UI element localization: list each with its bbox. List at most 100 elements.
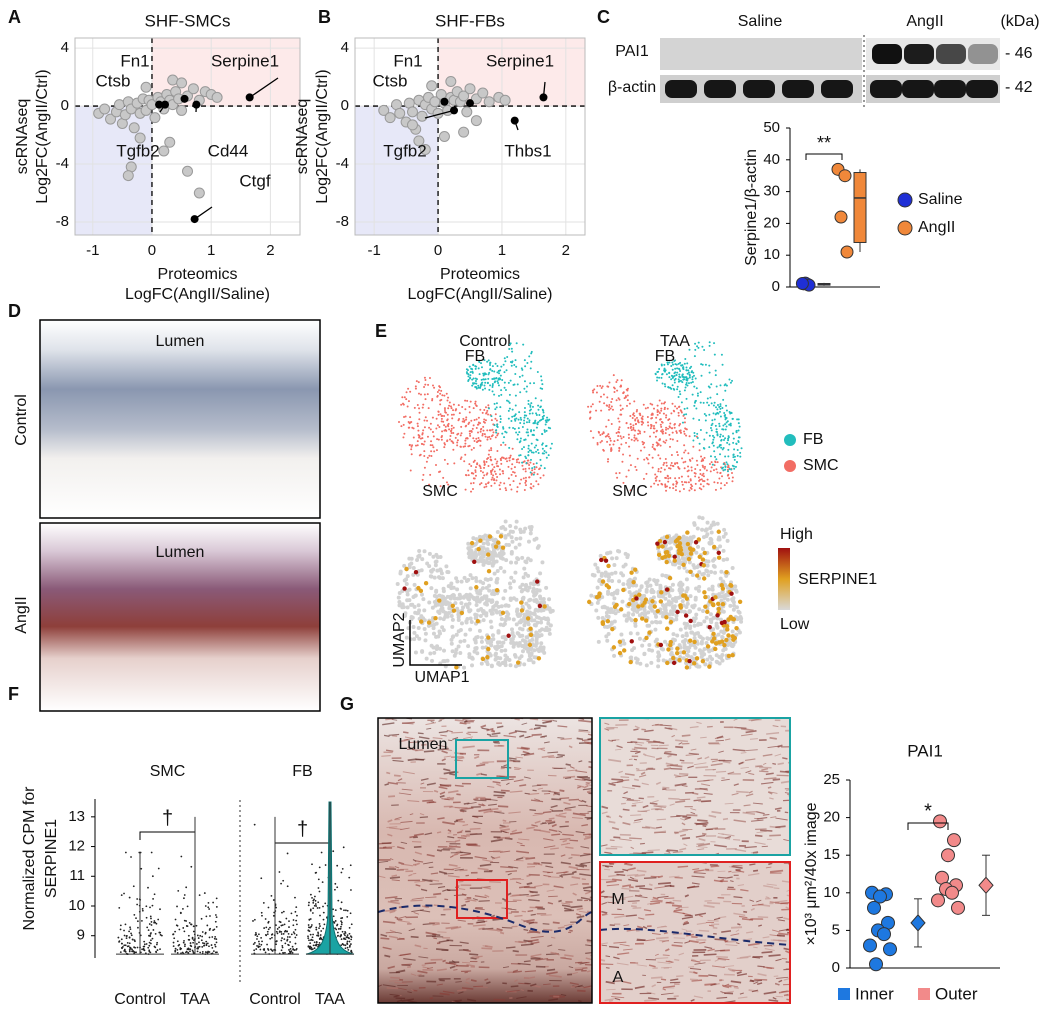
label: (kDa) bbox=[1000, 13, 1039, 30]
fiber bbox=[524, 735, 531, 739]
fiber bbox=[679, 798, 691, 801]
umap-dot bbox=[677, 367, 680, 370]
fiber bbox=[499, 825, 509, 829]
umap-dot bbox=[729, 423, 732, 426]
umap-dot bbox=[528, 412, 531, 415]
fiber bbox=[704, 946, 713, 949]
umap-dot bbox=[693, 434, 696, 437]
umap-dot bbox=[463, 460, 466, 463]
umap-dot bbox=[536, 608, 541, 613]
umap-dot bbox=[443, 408, 446, 411]
fiber bbox=[581, 824, 588, 827]
fiber bbox=[469, 953, 479, 956]
umap-dot bbox=[531, 412, 534, 415]
umap-dot bbox=[626, 394, 629, 397]
expr-dot bbox=[486, 646, 491, 652]
umap-dot bbox=[479, 444, 482, 447]
umap-dot bbox=[706, 401, 709, 404]
umap-dot bbox=[492, 571, 497, 576]
umap-dot bbox=[703, 456, 706, 459]
fiber bbox=[501, 926, 513, 929]
umap-dot bbox=[710, 657, 715, 662]
fiber bbox=[526, 865, 536, 868]
umap-dot bbox=[683, 467, 686, 470]
fiber bbox=[714, 938, 727, 941]
umap-dot bbox=[484, 419, 487, 422]
umap-dot bbox=[510, 467, 513, 470]
umap-dot bbox=[674, 462, 677, 465]
fiber bbox=[721, 778, 730, 781]
umap-dot bbox=[449, 405, 452, 408]
umap-dot bbox=[670, 461, 673, 464]
umap-dot bbox=[728, 477, 731, 480]
fiber bbox=[757, 972, 767, 977]
umap-dot bbox=[682, 645, 687, 650]
umap-dot bbox=[618, 447, 621, 450]
umap-dot bbox=[421, 597, 426, 602]
fiber bbox=[465, 900, 470, 903]
umap-dot bbox=[591, 389, 594, 392]
umap-dot bbox=[410, 615, 415, 620]
umap-dot bbox=[724, 455, 727, 458]
fiber bbox=[643, 877, 657, 880]
fiber bbox=[500, 866, 514, 869]
umap-dot bbox=[428, 426, 431, 429]
umap-dot bbox=[481, 618, 486, 623]
fiber bbox=[763, 777, 777, 780]
umap-dot bbox=[616, 439, 619, 442]
fiber bbox=[636, 769, 648, 772]
fiber bbox=[478, 927, 485, 931]
umap-dot bbox=[724, 416, 727, 419]
umap-dot bbox=[489, 663, 494, 668]
umap-dot bbox=[722, 469, 725, 472]
umap-dot bbox=[436, 390, 439, 393]
umap-dot bbox=[672, 483, 675, 486]
umap-dot bbox=[599, 395, 602, 398]
umap-dot bbox=[528, 421, 531, 424]
umap-dot bbox=[547, 631, 552, 636]
umap-dot bbox=[718, 477, 721, 480]
umap-dot bbox=[702, 475, 705, 478]
fiber bbox=[508, 757, 517, 760]
umap-dot bbox=[637, 432, 640, 435]
umap-dot bbox=[494, 600, 499, 605]
umap-dot bbox=[592, 573, 597, 578]
umap-dot bbox=[670, 378, 673, 381]
fiber bbox=[708, 814, 717, 818]
fiber bbox=[783, 799, 790, 802]
umap-dot bbox=[529, 651, 534, 656]
umap-dot bbox=[520, 649, 525, 654]
umap-dot bbox=[689, 630, 694, 635]
umap-dot bbox=[550, 608, 555, 613]
fiber bbox=[563, 907, 572, 911]
umap-dot bbox=[691, 563, 696, 568]
fiber bbox=[645, 825, 656, 830]
umap-dot bbox=[671, 361, 674, 364]
umap-dot bbox=[463, 602, 468, 607]
fiber bbox=[506, 782, 510, 786]
umap-dot bbox=[520, 367, 523, 370]
umap-dot bbox=[654, 435, 657, 438]
umap-dot bbox=[498, 566, 503, 571]
fiber bbox=[578, 910, 590, 914]
umap-dot bbox=[673, 360, 676, 363]
umap-dot bbox=[662, 412, 665, 415]
umap-dot bbox=[417, 554, 422, 559]
fiber bbox=[410, 935, 419, 939]
umap-dot bbox=[467, 423, 470, 426]
umap-dot bbox=[469, 376, 472, 379]
fiber bbox=[556, 755, 563, 759]
umap-dot bbox=[543, 430, 546, 433]
fiber bbox=[673, 937, 686, 939]
fiber bbox=[673, 908, 683, 912]
umap-dot bbox=[476, 608, 481, 613]
umap-dot bbox=[486, 457, 489, 460]
umap-dot bbox=[656, 404, 659, 407]
expr-dot bbox=[500, 545, 506, 550]
umap-dot bbox=[693, 616, 698, 621]
umap-dot bbox=[719, 403, 722, 406]
fiber bbox=[742, 811, 756, 816]
umap-dot bbox=[733, 448, 736, 451]
fiber bbox=[629, 876, 634, 880]
fiber bbox=[681, 928, 688, 931]
